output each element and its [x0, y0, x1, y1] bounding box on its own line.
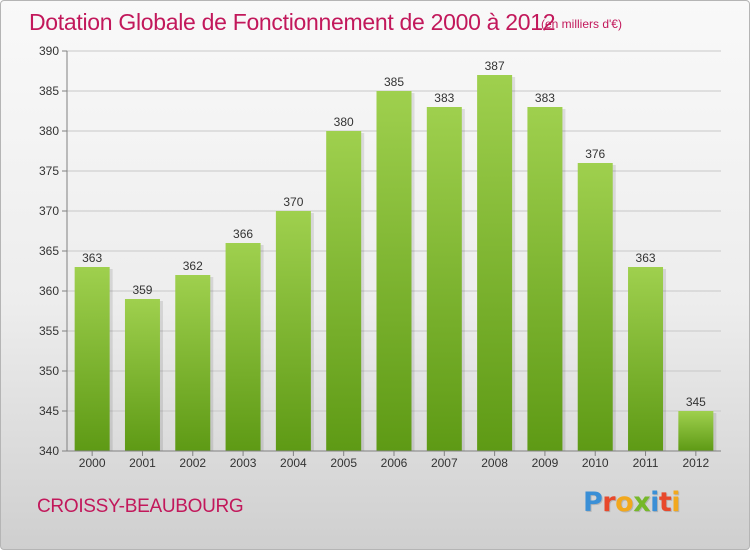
- y-tick-label: 350: [39, 364, 59, 378]
- x-tick-label: 2000: [79, 456, 106, 470]
- x-tick-label: 2001: [129, 456, 156, 470]
- data-label: 362: [183, 259, 203, 273]
- y-tick-label: 355: [39, 324, 59, 338]
- data-label: 380: [334, 115, 354, 129]
- value-labels: 363 359 362 366 370 380 385 383 387 383 376 363 345: [82, 59, 706, 409]
- data-label: 359: [132, 283, 152, 297]
- logo-letter: t: [658, 487, 672, 518]
- bar: [477, 75, 513, 451]
- data-label: 383: [434, 91, 454, 105]
- x-tick-label: 2002: [179, 456, 206, 470]
- x-tick-label: 2006: [381, 456, 408, 470]
- bar: [275, 211, 311, 451]
- bar: [628, 267, 664, 451]
- y-tick-label: 375: [39, 164, 59, 178]
- x-tick-label: 2004: [280, 456, 307, 470]
- y-tick-label: 370: [39, 204, 59, 218]
- data-label: 383: [535, 91, 555, 105]
- y-tick-label: 365: [39, 244, 59, 258]
- x-tick-label: 2012: [682, 456, 709, 470]
- bar: [376, 91, 412, 451]
- x-tick-label: 2009: [532, 456, 559, 470]
- bar: [225, 243, 261, 451]
- x-tick-label: 2007: [431, 456, 458, 470]
- logo-letter: i: [650, 487, 659, 518]
- y-tick-label: 345: [39, 404, 59, 418]
- chart-title: Dotation Globale de Fonctionnement de 20…: [29, 9, 556, 35]
- bar: [74, 267, 110, 451]
- x-tick-label: 2008: [481, 456, 508, 470]
- bar: [326, 131, 362, 451]
- proxiti-logo: Proxiti: [583, 487, 681, 518]
- x-tick-label: 2003: [230, 456, 257, 470]
- logo-letter: r: [602, 487, 616, 518]
- y-tick-label: 385: [39, 84, 59, 98]
- chart-subtitle: (en milliers d'€): [541, 17, 622, 31]
- logo-letter: o: [615, 487, 634, 518]
- data-label: 366: [233, 227, 253, 241]
- axes: 340 345 350 355 360 365 370 375 380 385 390 2000 200…: [39, 44, 721, 470]
- bar: [577, 163, 613, 451]
- data-label: 345: [686, 395, 706, 409]
- data-label: 387: [485, 59, 505, 73]
- y-tick-label: 390: [39, 44, 59, 58]
- logo-letter: i: [671, 487, 681, 518]
- bar: [678, 411, 714, 451]
- logo-letter: P: [583, 487, 603, 518]
- x-tick-label: 2005: [330, 456, 357, 470]
- commune-name: CROISSY-BEAUBOURG: [37, 496, 244, 517]
- x-tick-label: 2010: [582, 456, 609, 470]
- logo-letter: x: [633, 487, 651, 518]
- data-label: 376: [585, 147, 605, 161]
- y-tick-label: 360: [39, 284, 59, 298]
- data-label: 363: [82, 251, 102, 265]
- bars: [74, 75, 717, 451]
- data-label: 363: [636, 251, 656, 265]
- y-tick-label: 340: [39, 444, 59, 458]
- bar: [527, 107, 563, 451]
- bar: [124, 299, 160, 451]
- data-label: 385: [384, 75, 404, 89]
- bar: [175, 275, 211, 451]
- y-tick-label: 380: [39, 124, 59, 138]
- data-label: 370: [283, 195, 303, 209]
- x-tick-label: 2011: [633, 456, 659, 470]
- bar: [426, 107, 462, 451]
